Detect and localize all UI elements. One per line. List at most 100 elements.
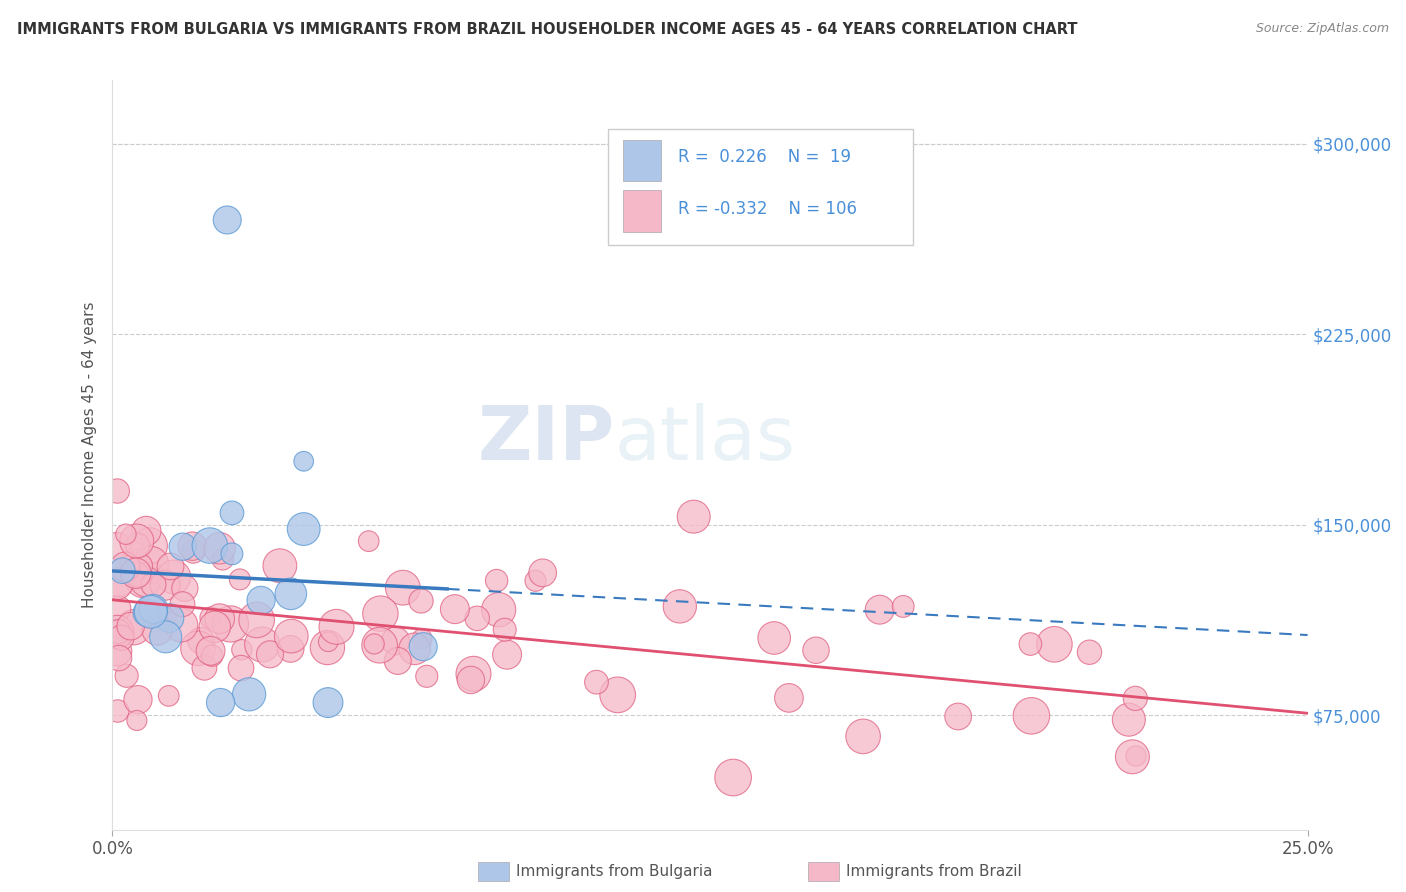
Point	[357, 534, 380, 549]
Point	[1123, 691, 1146, 706]
Point	[120, 619, 142, 633]
Point	[463, 666, 485, 681]
Point	[110, 631, 132, 645]
Point	[391, 581, 413, 595]
Point	[280, 641, 302, 656]
Point	[107, 624, 129, 639]
Point	[114, 559, 136, 574]
Point	[292, 454, 315, 468]
Point	[211, 552, 233, 566]
Point	[181, 544, 204, 558]
Point	[201, 648, 224, 663]
Point	[1078, 645, 1101, 659]
Point	[129, 559, 152, 574]
Point	[107, 601, 129, 615]
Point	[135, 524, 157, 538]
Point	[217, 213, 239, 227]
Point	[485, 574, 508, 588]
Point	[585, 675, 607, 690]
Point	[229, 661, 252, 675]
Point	[669, 599, 692, 614]
Point	[125, 567, 148, 582]
Point	[142, 602, 165, 616]
Point	[531, 566, 554, 580]
Point	[852, 730, 875, 744]
Point	[384, 633, 406, 648]
Text: atlas: atlas	[614, 403, 796, 476]
Point	[105, 624, 128, 639]
Point	[246, 613, 269, 627]
Point	[231, 642, 253, 657]
Point	[200, 610, 222, 624]
Point	[190, 633, 212, 648]
Point	[946, 709, 969, 723]
Text: IMMIGRANTS FROM BULGARIA VS IMMIGRANTS FROM BRAZIL HOUSEHOLDER INCOME AGES 45 - : IMMIGRANTS FROM BULGARIA VS IMMIGRANTS F…	[17, 22, 1077, 37]
Point	[259, 648, 281, 662]
Point	[416, 669, 439, 683]
Point	[387, 654, 409, 668]
Point	[153, 611, 176, 625]
Point	[465, 611, 488, 625]
Point	[524, 574, 547, 588]
Point	[127, 692, 149, 706]
Point	[238, 687, 260, 701]
Point	[721, 771, 744, 785]
Point	[138, 539, 160, 553]
Point	[115, 669, 138, 683]
Point	[1019, 637, 1042, 651]
Point	[159, 611, 181, 625]
Point	[155, 630, 177, 644]
Point	[125, 534, 148, 549]
Point	[125, 566, 148, 581]
Point	[444, 602, 467, 616]
Point	[142, 566, 165, 580]
Point	[269, 558, 291, 573]
Point	[496, 648, 519, 662]
Point	[778, 690, 800, 705]
Point	[204, 620, 226, 634]
Point	[115, 527, 138, 541]
Point	[1118, 713, 1140, 727]
Point	[409, 594, 432, 608]
Point	[193, 661, 215, 675]
Point	[135, 606, 157, 620]
Point	[280, 629, 302, 643]
Point	[172, 540, 194, 554]
Point	[209, 696, 232, 710]
Point	[105, 483, 128, 498]
Point	[763, 631, 786, 645]
Point	[221, 547, 243, 561]
Text: R = -0.332    N = 106: R = -0.332 N = 106	[678, 200, 856, 219]
Point	[869, 603, 891, 617]
Point	[412, 640, 434, 654]
Point	[107, 704, 129, 718]
Point	[891, 599, 914, 614]
Point	[404, 641, 426, 656]
Point	[139, 605, 162, 619]
Point	[1021, 708, 1043, 723]
Point	[135, 574, 157, 589]
Point	[292, 522, 315, 536]
FancyBboxPatch shape	[609, 129, 914, 245]
Point	[200, 644, 222, 658]
Point	[198, 539, 221, 553]
Text: Immigrants from Brazil: Immigrants from Brazil	[846, 864, 1022, 879]
Point	[181, 539, 204, 553]
Point	[221, 506, 243, 520]
Y-axis label: Householder Income Ages 45 - 64 years: Householder Income Ages 45 - 64 years	[82, 301, 97, 608]
Point	[606, 688, 628, 702]
Point	[187, 641, 209, 656]
Point	[804, 643, 827, 657]
Point	[163, 570, 186, 584]
Point	[325, 620, 347, 634]
Point	[153, 578, 176, 592]
Point	[108, 651, 131, 665]
Point	[146, 623, 169, 637]
Point	[105, 539, 128, 553]
Point	[494, 623, 516, 637]
Point	[250, 593, 273, 607]
Point	[105, 577, 128, 591]
Point	[1125, 748, 1147, 763]
Point	[132, 573, 155, 587]
Point	[122, 620, 145, 634]
